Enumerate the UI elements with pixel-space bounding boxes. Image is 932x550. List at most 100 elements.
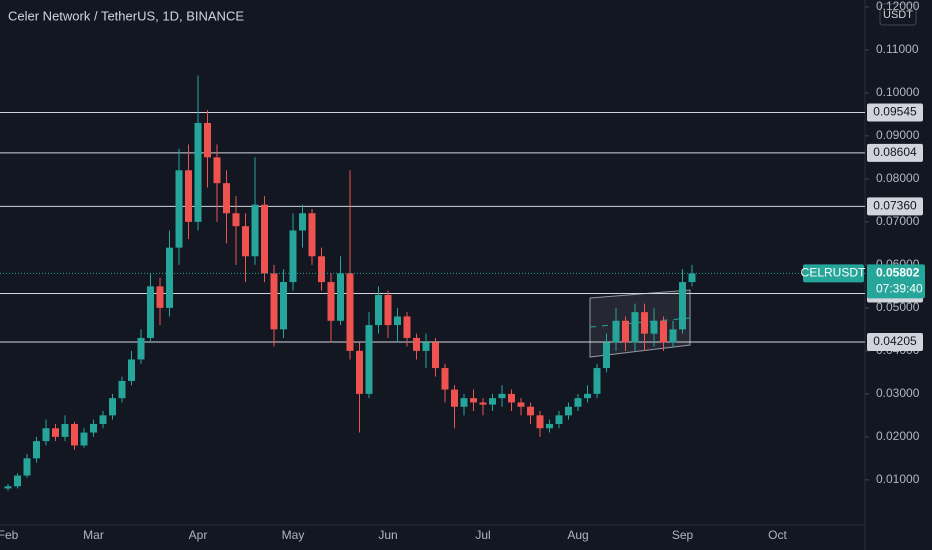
x-tick-label: Oct: [768, 528, 787, 542]
candle-body: [223, 183, 230, 214]
candle-body: [650, 320, 658, 334]
candle-body: [270, 273, 278, 330]
last-price-box: [867, 264, 925, 299]
y-tick-label: 0.09000: [876, 128, 920, 142]
candle-body: [489, 398, 496, 405]
candle-body: [14, 475, 21, 487]
candle-body: [394, 316, 401, 326]
level-label-box: [867, 103, 923, 122]
x-tick-label: Apr: [189, 528, 208, 542]
candle-body: [175, 170, 183, 248]
level-label-box: [867, 143, 923, 162]
x-tick-label: Feb: [0, 528, 19, 542]
candle-body: [213, 157, 221, 184]
x-tick-label: Mar: [83, 528, 104, 542]
y-tick-label: 0.11000: [876, 42, 919, 56]
y-tick-label: 0.07000: [876, 214, 920, 228]
candle-body: [517, 402, 525, 407]
candle-body: [71, 423, 78, 446]
candle-body: [128, 359, 135, 381]
candle-body: [4, 486, 12, 489]
candle-body: [318, 256, 325, 283]
candle-body: [641, 312, 648, 334]
y-tick-label: 0.02000: [876, 429, 920, 443]
candle-body: [42, 428, 50, 442]
candle-body: [166, 247, 173, 308]
candle-body: [612, 320, 620, 343]
candle-body: [109, 398, 116, 416]
level-label: 0.08604: [873, 145, 917, 159]
channel-midline: [589, 317, 691, 328]
currency-label[interactable]: USDT: [883, 9, 913, 21]
candle-body: [441, 368, 449, 390]
candle-body: [346, 273, 354, 351]
candle-body: [403, 316, 411, 338]
candle-body: [23, 458, 31, 476]
candle-body: [555, 415, 563, 424]
level-label: 0.07360: [873, 199, 917, 213]
candle-body: [622, 320, 629, 343]
y-tick-label: 0.08000: [876, 171, 920, 185]
candle-body: [289, 230, 297, 283]
candle-body: [194, 122, 202, 222]
candle-body: [470, 398, 477, 403]
candle-body: [156, 286, 164, 308]
y-tick-label: 0.05000: [876, 300, 920, 314]
candle-body: [479, 402, 487, 405]
y-tick-label: 0.12000: [876, 0, 920, 13]
x-tick-label: Jul: [475, 528, 490, 542]
candle-body: [384, 294, 392, 326]
candle-body: [280, 282, 287, 330]
candle-body: [631, 312, 639, 343]
candle-body: [565, 406, 572, 416]
candle-body: [137, 337, 145, 360]
chart-title: Celer Network / TetherUS, 1D, BINANCE: [8, 8, 244, 23]
candle-body: [603, 342, 610, 369]
symbol-label: CELRUSDT: [801, 266, 866, 280]
symbol-box: [803, 264, 864, 283]
y-tick-label: 0.10000: [876, 85, 920, 99]
candle-body: [584, 393, 591, 399]
candle-body: [61, 423, 69, 437]
candle-body: [232, 213, 240, 227]
candle-body: [451, 389, 458, 407]
level-label: 0.04205: [873, 334, 917, 348]
candle-body: [261, 204, 268, 274]
candle-body: [546, 423, 553, 429]
candle-body: [593, 368, 601, 394]
candle-body: [422, 342, 430, 351]
candle-body: [365, 325, 373, 394]
candle-body: [90, 423, 97, 433]
candle-body: [337, 273, 344, 321]
candle-body: [52, 428, 59, 437]
candle-body: [204, 122, 211, 158]
candle-body: [527, 406, 534, 416]
candle-body: [413, 337, 420, 351]
candle-body: [251, 204, 259, 257]
y-tick-label: 0.01000: [876, 472, 920, 486]
candle-body: [688, 273, 696, 283]
currency-button[interactable]: [879, 3, 917, 26]
candle-body: [536, 415, 544, 429]
candle-body: [80, 432, 88, 446]
candle-body: [299, 213, 306, 231]
candle-body: [498, 393, 506, 399]
candle-body: [660, 320, 667, 343]
candle-body: [147, 286, 154, 338]
candle-body: [669, 329, 677, 343]
x-tick-label: Aug: [567, 528, 588, 542]
candle-body: [356, 350, 363, 394]
candle-body: [460, 398, 468, 407]
candle-body: [33, 441, 40, 459]
countdown-label: 07:39:40: [876, 282, 923, 296]
last-price-label: 0.05802: [876, 266, 920, 280]
candle-body: [308, 213, 316, 257]
candle-body: [185, 170, 192, 222]
candle-body: [432, 342, 439, 369]
level-label-box: [867, 333, 923, 352]
y-tick-label: 0.03000: [876, 386, 920, 400]
x-tick-label: May: [282, 528, 305, 542]
